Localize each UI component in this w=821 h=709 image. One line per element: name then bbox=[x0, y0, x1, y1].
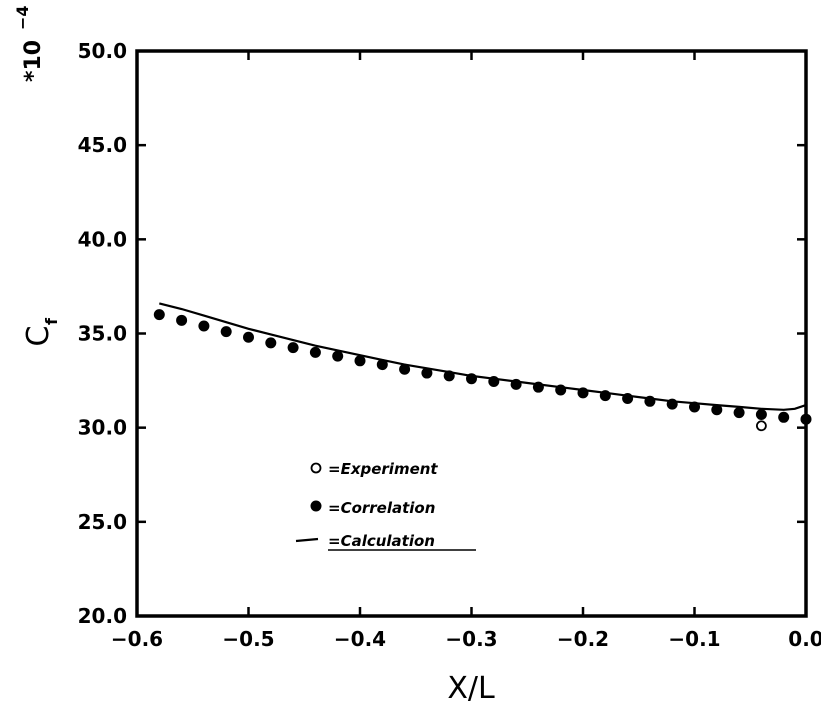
legend-calculation-label: =Calculation bbox=[328, 532, 435, 550]
ticks bbox=[135, 49, 808, 618]
legend-correlation-marker bbox=[310, 500, 322, 512]
legend-experiment-label: =Experiment bbox=[328, 460, 438, 478]
correlation-point bbox=[354, 355, 366, 367]
x-axis-title: X/L bbox=[447, 671, 495, 706]
correlation-point bbox=[778, 411, 790, 423]
experiment-point bbox=[756, 420, 767, 432]
x-tick-label: −0.1 bbox=[668, 627, 720, 651]
correlation-points bbox=[153, 309, 812, 425]
correlation-point bbox=[399, 363, 411, 375]
y-tick-label: 50.0 bbox=[78, 39, 127, 63]
experiment-points bbox=[756, 420, 767, 432]
exponent-label-base: *10 bbox=[21, 40, 46, 82]
x-tick-label: −0.2 bbox=[557, 627, 609, 651]
correlation-point bbox=[287, 342, 299, 354]
correlation-point bbox=[265, 337, 277, 349]
correlation-point bbox=[733, 407, 745, 419]
plot-frame bbox=[135, 49, 808, 618]
y-tick-label: 45.0 bbox=[78, 133, 127, 157]
x-tick-label: −0.3 bbox=[445, 627, 497, 651]
y-tick-label: 20.0 bbox=[78, 604, 127, 628]
x-tick-label: −0.4 bbox=[334, 627, 386, 651]
legend-experiment-marker bbox=[310, 462, 322, 474]
correlation-point bbox=[198, 320, 210, 332]
legend-calculation-marker bbox=[295, 537, 319, 543]
correlation-point bbox=[800, 413, 812, 425]
legend: =Experiment =Correlation =Calculation bbox=[295, 460, 476, 551]
y-tick-label: 40.0 bbox=[78, 227, 127, 251]
correlation-point bbox=[332, 350, 344, 362]
exponent-label-power: −4 bbox=[13, 5, 32, 30]
correlation-point bbox=[689, 401, 700, 413]
correlation-point bbox=[153, 309, 165, 321]
correlation-point bbox=[532, 381, 544, 393]
correlation-point bbox=[443, 370, 455, 382]
x-tick-label: −0.6 bbox=[111, 627, 163, 651]
y-axis-title-sub: f bbox=[42, 317, 61, 325]
correlation-point bbox=[666, 398, 678, 410]
correlation-point bbox=[755, 408, 767, 420]
correlation-point bbox=[599, 390, 611, 402]
x-tick-labels: −0.6 −0.5 −0.4 −0.3 −0.2 −0.1 0.0 bbox=[111, 627, 821, 651]
correlation-point bbox=[466, 373, 477, 385]
correlation-point bbox=[309, 346, 321, 358]
correlation-point bbox=[510, 378, 522, 390]
correlation-point bbox=[220, 326, 232, 338]
correlation-point bbox=[711, 404, 723, 416]
x-tick-label: −0.5 bbox=[222, 627, 274, 651]
correlation-point bbox=[644, 395, 656, 407]
y-tick-label: 30.0 bbox=[78, 416, 127, 440]
correlation-point bbox=[243, 331, 254, 343]
legend-correlation-label: =Correlation bbox=[328, 499, 435, 517]
correlation-point bbox=[488, 376, 500, 388]
correlation-point bbox=[421, 367, 433, 379]
y-tick-label: 35.0 bbox=[78, 322, 127, 346]
exponent-label: *10 −4 bbox=[13, 5, 46, 82]
y-tick-label: 25.0 bbox=[78, 510, 127, 534]
correlation-point bbox=[376, 359, 388, 371]
y-axis-title-main: C bbox=[21, 326, 56, 347]
correlation-point bbox=[176, 314, 188, 326]
calculation-line bbox=[159, 302, 807, 411]
y-axis-title: C f bbox=[21, 317, 61, 346]
x-tick-label: 0.0 bbox=[788, 627, 821, 651]
correlation-point bbox=[577, 387, 589, 399]
correlation-point bbox=[622, 392, 634, 404]
correlation-point bbox=[555, 384, 567, 396]
y-tick-labels: 20.0 25.0 30.0 35.0 40.0 45.0 50.0 bbox=[78, 39, 127, 628]
